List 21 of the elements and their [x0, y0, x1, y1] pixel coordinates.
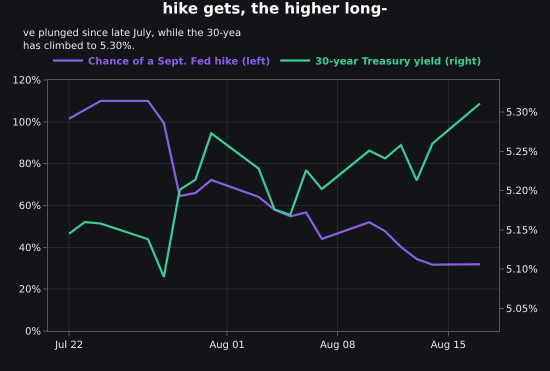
y2-tick-label: 5.15% — [506, 225, 538, 236]
y2-tick-label: 5.05% — [506, 304, 538, 315]
y-tick-label: 60% — [18, 201, 41, 212]
y2-tick-label: 5.25% — [506, 146, 538, 158]
y-tick-label: 80% — [18, 159, 41, 170]
y-tick-label: 20% — [18, 284, 41, 296]
y-tick-label: 120% — [12, 76, 41, 86]
x-tick-label: Aug 01 — [209, 340, 245, 351]
y2-tick-label: 5.30% — [506, 108, 538, 119]
x-tick-label: Jul 22 — [54, 340, 84, 351]
chart-subtitle: ve plunged since late July, while the 30-yea has climbed to 5.30%. — [23, 28, 242, 52]
y-tick-label: 40% — [18, 242, 41, 254]
legend-label: 30-year Treasury yield (right) — [315, 56, 482, 68]
chart-title: hike gets, the higher long- — [162, 0, 388, 18]
y-tick-label: 0% — [25, 326, 41, 338]
x-tick-label: Aug 08 — [320, 340, 356, 351]
x-tick-label: Aug 15 — [430, 340, 466, 351]
legend-label: Chance of a Sept. Fed hike (left) — [88, 56, 270, 68]
y2-tick-label: 5.20% — [506, 186, 538, 198]
y-tick-label: 100% — [12, 117, 41, 128]
y2-tick-label: 5.10% — [506, 264, 538, 276]
